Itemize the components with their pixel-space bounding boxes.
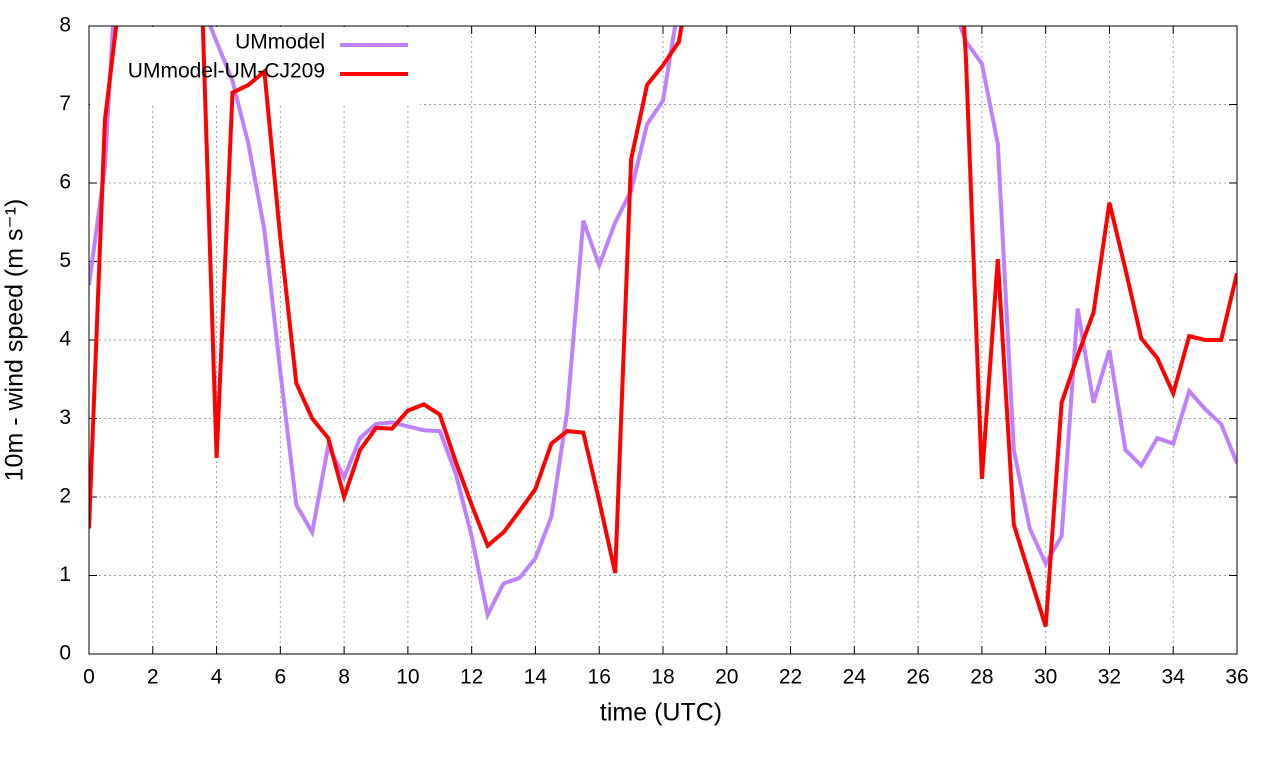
x-tick-label: 20 xyxy=(715,666,738,689)
x-tick-label: 0 xyxy=(83,666,95,689)
legend-label: UMmodel-UM-CJ209 xyxy=(128,60,325,83)
plot-border xyxy=(88,25,1238,655)
data-line xyxy=(89,26,1237,628)
x-tick-label: 4 xyxy=(211,666,223,689)
x-tick-label: 14 xyxy=(524,666,548,689)
legend-label: UMmodel xyxy=(235,31,325,54)
y-tick-label: 1 xyxy=(59,563,71,586)
x-tick-label: 36 xyxy=(1225,666,1248,689)
y-tick-label: 7 xyxy=(59,92,71,115)
x-tick-label: 32 xyxy=(1098,666,1121,689)
x-tick-label: 18 xyxy=(651,666,674,689)
x-tick-label: 6 xyxy=(274,666,286,689)
x-tick-label: 2 xyxy=(147,666,159,689)
y-tick-label: 5 xyxy=(59,249,71,272)
x-tick-label: 30 xyxy=(1034,666,1057,689)
x-axis-label: time (UTC) xyxy=(600,699,722,727)
y-tick-label: 8 xyxy=(59,14,71,37)
x-tick-label: 10 xyxy=(396,666,419,689)
x-tick-label: 8 xyxy=(338,666,350,689)
x-tick-label: 26 xyxy=(906,666,929,689)
x-tick-label: 34 xyxy=(1162,666,1186,689)
x-tick-label: 28 xyxy=(970,666,993,689)
y-tick-label: 6 xyxy=(59,171,71,194)
y-tick-label: 2 xyxy=(59,485,71,508)
legend-box xyxy=(90,27,420,105)
y-tick-label: 0 xyxy=(59,642,71,665)
y-tick-label: 3 xyxy=(59,406,71,429)
x-tick-label: 12 xyxy=(460,666,483,689)
y-axis-label: 10m - wind speed (m s⁻¹) xyxy=(1,199,29,482)
x-tick-label: 22 xyxy=(779,666,802,689)
x-tick-label: 16 xyxy=(588,666,611,689)
y-tick-label: 4 xyxy=(59,328,71,351)
series-group xyxy=(89,26,1237,628)
x-tick-label: 24 xyxy=(843,666,867,689)
